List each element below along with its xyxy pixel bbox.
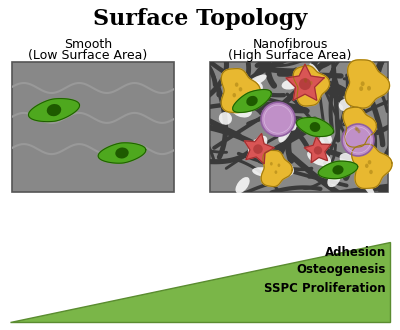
Ellipse shape bbox=[277, 164, 292, 175]
Ellipse shape bbox=[270, 162, 273, 166]
Ellipse shape bbox=[358, 129, 360, 133]
Ellipse shape bbox=[357, 165, 368, 181]
Ellipse shape bbox=[342, 124, 374, 156]
Polygon shape bbox=[28, 99, 80, 122]
Ellipse shape bbox=[304, 78, 307, 82]
Polygon shape bbox=[304, 137, 331, 163]
Ellipse shape bbox=[309, 63, 322, 82]
Polygon shape bbox=[318, 161, 358, 179]
Ellipse shape bbox=[246, 75, 267, 87]
Text: (High Surface Area): (High Surface Area) bbox=[228, 49, 352, 62]
Ellipse shape bbox=[285, 119, 296, 131]
Ellipse shape bbox=[299, 78, 311, 90]
Text: SSPC Proliferation: SSPC Proliferation bbox=[264, 281, 386, 294]
Ellipse shape bbox=[314, 146, 322, 154]
Ellipse shape bbox=[253, 82, 263, 92]
Ellipse shape bbox=[369, 170, 373, 174]
Ellipse shape bbox=[236, 177, 250, 193]
Ellipse shape bbox=[367, 86, 371, 91]
Ellipse shape bbox=[252, 167, 276, 177]
Ellipse shape bbox=[235, 82, 238, 87]
Polygon shape bbox=[286, 64, 324, 100]
Text: Nanofibrous: Nanofibrous bbox=[252, 38, 328, 51]
Text: Smooth: Smooth bbox=[64, 38, 112, 51]
Polygon shape bbox=[261, 150, 292, 186]
Ellipse shape bbox=[361, 177, 375, 197]
Ellipse shape bbox=[232, 80, 242, 105]
Ellipse shape bbox=[310, 122, 320, 132]
Polygon shape bbox=[352, 144, 392, 188]
Ellipse shape bbox=[232, 93, 236, 97]
Ellipse shape bbox=[309, 81, 312, 85]
Ellipse shape bbox=[248, 136, 267, 156]
Ellipse shape bbox=[355, 127, 358, 131]
Polygon shape bbox=[233, 89, 271, 113]
Ellipse shape bbox=[280, 120, 294, 131]
Polygon shape bbox=[345, 60, 390, 108]
Polygon shape bbox=[343, 107, 376, 147]
Ellipse shape bbox=[304, 79, 307, 83]
Ellipse shape bbox=[219, 112, 232, 125]
Ellipse shape bbox=[340, 153, 357, 167]
Polygon shape bbox=[221, 69, 260, 113]
Ellipse shape bbox=[253, 144, 263, 154]
Ellipse shape bbox=[270, 163, 291, 175]
Ellipse shape bbox=[282, 79, 299, 89]
Ellipse shape bbox=[359, 86, 363, 91]
Ellipse shape bbox=[319, 134, 332, 146]
Ellipse shape bbox=[230, 101, 252, 117]
Ellipse shape bbox=[332, 165, 344, 175]
Text: Surface Topology: Surface Topology bbox=[93, 8, 307, 30]
Bar bbox=[210, 62, 388, 192]
Text: Adhesion: Adhesion bbox=[325, 246, 386, 258]
Ellipse shape bbox=[327, 172, 341, 187]
Ellipse shape bbox=[240, 85, 251, 97]
Ellipse shape bbox=[365, 164, 368, 168]
Ellipse shape bbox=[339, 99, 351, 111]
Ellipse shape bbox=[278, 121, 292, 143]
Polygon shape bbox=[10, 242, 390, 322]
Ellipse shape bbox=[239, 87, 242, 91]
Polygon shape bbox=[293, 66, 330, 106]
Ellipse shape bbox=[361, 81, 365, 86]
Ellipse shape bbox=[246, 96, 258, 106]
Ellipse shape bbox=[368, 160, 371, 164]
Text: Osteogenesis: Osteogenesis bbox=[297, 263, 386, 277]
Ellipse shape bbox=[261, 102, 295, 136]
Ellipse shape bbox=[356, 127, 359, 132]
Polygon shape bbox=[98, 143, 146, 163]
Polygon shape bbox=[296, 117, 334, 137]
Ellipse shape bbox=[115, 148, 129, 158]
Text: (Low Surface Area): (Low Surface Area) bbox=[28, 49, 148, 62]
Bar bbox=[12, 62, 174, 192]
Ellipse shape bbox=[373, 163, 380, 174]
Ellipse shape bbox=[278, 163, 280, 167]
Ellipse shape bbox=[274, 170, 277, 174]
Ellipse shape bbox=[272, 160, 294, 177]
Polygon shape bbox=[244, 134, 274, 164]
Ellipse shape bbox=[307, 149, 331, 166]
Ellipse shape bbox=[47, 104, 61, 116]
